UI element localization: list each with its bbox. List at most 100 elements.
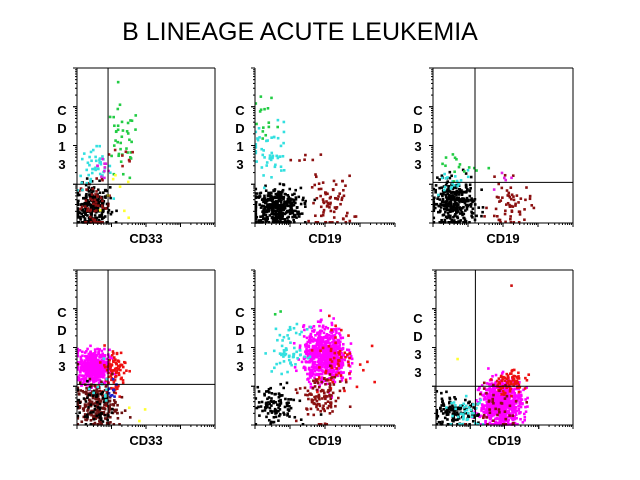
data-point (78, 411, 81, 414)
data-point (458, 163, 462, 166)
data-point (299, 186, 303, 190)
data-point (84, 373, 88, 376)
data-point (276, 136, 280, 140)
data-point (84, 418, 87, 421)
data-point (348, 365, 352, 368)
data-point (285, 348, 288, 352)
data-point (470, 412, 474, 415)
data-point (320, 336, 324, 339)
data-point (79, 358, 83, 361)
data-point (462, 170, 466, 173)
data-point (519, 397, 522, 400)
data-point (114, 173, 117, 177)
data-point (339, 356, 343, 359)
data-point (317, 393, 321, 397)
data-point (102, 191, 105, 194)
data-point (322, 389, 325, 393)
data-point (270, 96, 273, 100)
data-point (292, 341, 296, 345)
data-point (81, 381, 85, 385)
data-point (315, 339, 318, 342)
data-point (525, 378, 529, 382)
data-point (500, 415, 504, 419)
data-point (88, 403, 91, 407)
data-point (472, 411, 475, 415)
data-point (333, 351, 337, 355)
data-point (107, 391, 111, 395)
data-point (493, 388, 497, 392)
data-point (109, 421, 112, 424)
data-point (343, 358, 346, 362)
data-point (100, 213, 104, 216)
data-point (435, 423, 439, 426)
data-point (324, 371, 327, 375)
data-point (319, 319, 323, 322)
data-point (489, 400, 493, 403)
data-point (310, 368, 314, 372)
data-point (306, 355, 310, 358)
data-point (439, 206, 443, 209)
data-point (291, 198, 294, 201)
data-point (302, 357, 306, 361)
data-point (76, 414, 80, 418)
data-point (462, 221, 465, 224)
data-point (469, 202, 473, 206)
data-point (456, 184, 459, 188)
data-point (295, 391, 299, 395)
data-point (440, 409, 443, 413)
data-point (254, 145, 258, 148)
data-point (458, 200, 461, 204)
data-point (514, 394, 518, 397)
data-point (436, 197, 439, 201)
data-point (128, 369, 131, 373)
data-point (506, 410, 510, 413)
data-point (451, 198, 455, 201)
data-point (84, 400, 88, 403)
data-point (113, 378, 117, 382)
data-point (99, 367, 103, 371)
data-point (304, 368, 307, 372)
data-point (319, 367, 322, 371)
data-point (492, 419, 495, 423)
data-point (80, 157, 84, 161)
data-point (497, 381, 501, 384)
data-point (447, 202, 450, 206)
data-point (446, 211, 450, 215)
data-point (264, 213, 268, 217)
data-point (319, 214, 323, 218)
data-point (333, 348, 337, 352)
data-point (100, 392, 104, 395)
data-point (96, 164, 99, 168)
data-point (94, 362, 97, 365)
data-point (345, 348, 349, 352)
data-point (257, 196, 261, 199)
data-point (452, 180, 456, 183)
data-point (318, 404, 322, 408)
data-point (510, 404, 514, 407)
data-point (316, 408, 320, 411)
data-point (348, 377, 352, 380)
data-point (460, 199, 464, 202)
data-point (337, 347, 340, 351)
data-point (282, 360, 286, 363)
data-point (108, 358, 111, 362)
data-point (76, 417, 80, 420)
data-point (302, 325, 305, 329)
data-point (269, 422, 272, 425)
data-point (80, 374, 84, 377)
data-point (316, 381, 320, 384)
data-point (84, 380, 88, 383)
data-point (81, 202, 84, 206)
data-point (498, 395, 502, 399)
data-point (311, 329, 314, 333)
data-point (338, 353, 341, 356)
data-point (342, 188, 345, 192)
data-point (103, 417, 107, 420)
data-point (331, 373, 334, 377)
data-point (92, 380, 96, 384)
data-point (276, 194, 279, 198)
data-point (113, 410, 117, 413)
data-point (90, 180, 94, 183)
data-point (98, 209, 102, 212)
data-point (456, 423, 459, 426)
